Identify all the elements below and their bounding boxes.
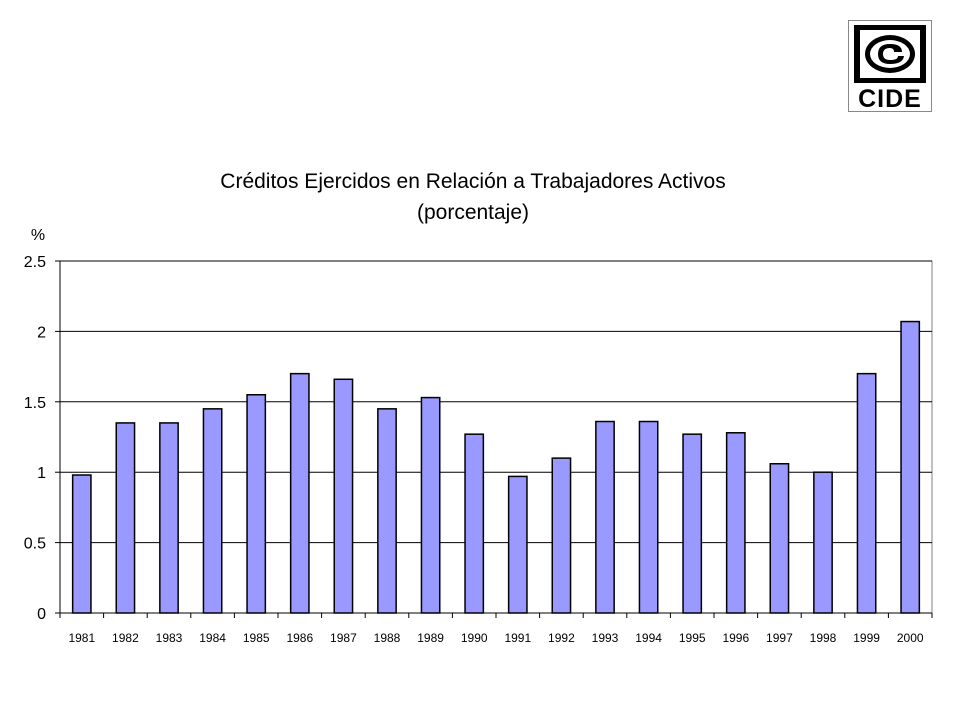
x-tick-label: 1996 (722, 631, 749, 645)
bar (551, 457, 572, 614)
x-tick-label: 1984 (199, 631, 226, 645)
x-tick-label: 1995 (679, 631, 706, 645)
x-tick-label: 1987 (330, 631, 357, 645)
bar (638, 420, 659, 614)
x-tick-label: 1990 (461, 631, 488, 645)
bar (246, 394, 267, 614)
bar (856, 372, 877, 614)
x-tick-label: 1994 (635, 631, 662, 645)
x-tick-label: 1992 (548, 631, 575, 645)
bar (202, 408, 223, 614)
bar (115, 422, 136, 614)
x-tick-label: 1999 (853, 631, 880, 645)
bar (71, 474, 92, 614)
y-tick-label: 0.5 (24, 536, 46, 553)
chart-subtitle: (porcentaje) (417, 201, 529, 224)
x-tick-label: 1981 (68, 631, 95, 645)
bar (769, 463, 790, 614)
x-tick-label: 1993 (592, 631, 619, 645)
x-tick-label: 1998 (810, 631, 837, 645)
x-tick-label: 1983 (156, 631, 183, 645)
bar (289, 372, 310, 614)
x-tick-label: 1982 (112, 631, 139, 645)
plot-area: 0 0.5 1 1.5 2 2.5 1981 1982 1983 1984 1985 1986 1987… (24, 254, 933, 645)
bar (900, 320, 921, 614)
bar (595, 420, 615, 614)
y-axis-label: % (31, 227, 45, 244)
bar (333, 378, 354, 614)
bar (377, 408, 397, 614)
x-tick-label: 2000 (897, 631, 924, 645)
y-tick-label: 1.5 (24, 395, 46, 412)
cide-logo-mark (848, 20, 932, 112)
x-tick-label: 1986 (286, 631, 313, 645)
bar (159, 422, 179, 614)
bar (420, 396, 441, 614)
y-tick-label: 0 (37, 606, 46, 623)
y-tick-label: 2.5 (24, 254, 46, 271)
x-tick-label: 1985 (243, 631, 270, 645)
x-tick-label: 1991 (504, 631, 531, 645)
bar (813, 471, 833, 614)
bar (464, 433, 485, 614)
bar (725, 432, 746, 614)
logo-text: CIDE (858, 85, 922, 113)
x-tick-label: 1997 (766, 631, 793, 645)
chart-title: Créditos Ejercidos en Relación a Trabaja… (220, 170, 725, 193)
y-tick-label: 1 (37, 465, 46, 482)
y-tick-label: 2 (37, 324, 46, 341)
bar (507, 475, 528, 614)
bar (682, 433, 703, 614)
plot-frame (59, 260, 933, 614)
cide-logo: CIDE (848, 20, 932, 112)
x-tick-label: 1989 (417, 631, 444, 645)
x-tick-label: 1988 (374, 631, 401, 645)
